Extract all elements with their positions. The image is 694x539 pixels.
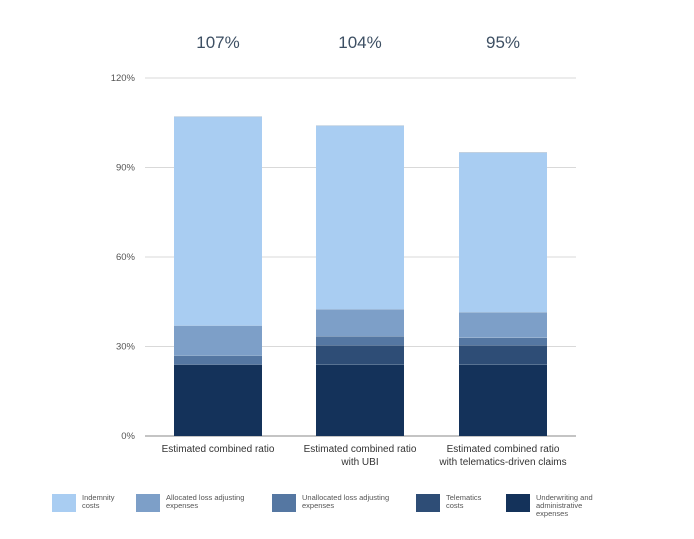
legend: Indemnity costs Allocated loss adjusting ex… (52, 494, 672, 520)
x-tick-label: Estimated combined ratio (304, 444, 417, 455)
bar-segment (316, 345, 404, 365)
y-tick-label: 120% (111, 73, 136, 84)
total-label: 95% (486, 33, 520, 52)
x-tick-label: with UBI (340, 457, 378, 468)
legend-item: Indemnity costs (52, 494, 182, 512)
y-tick-label: 30% (116, 342, 136, 353)
bar-segment (174, 355, 262, 365)
bar-segment (316, 309, 404, 337)
bar-segment (316, 364, 404, 436)
legend-swatch (52, 494, 76, 512)
bar-segment (174, 364, 262, 436)
bar-segment (459, 312, 547, 338)
total-label: 107% (196, 33, 239, 52)
legend-label-line: Underwriting and administrative (536, 493, 593, 510)
legend-item: Unallocated loss adjusting expenses (272, 494, 402, 512)
bar-segment (316, 336, 404, 346)
bar-segment (459, 337, 547, 346)
y-tick-label: 60% (116, 252, 136, 263)
legend-label: Unallocated loss adjusting expenses (302, 494, 402, 510)
bar-segment (459, 364, 547, 436)
legend-label-line: expenses (536, 509, 569, 518)
bar-segment (459, 345, 547, 365)
legend-label: Underwriting and administrative expenses (536, 494, 636, 518)
bar-segment (174, 116, 262, 326)
legend-label-line: Allocated loss adjusting (166, 493, 245, 502)
y-tick-label: 90% (116, 163, 136, 174)
legend-swatch (272, 494, 296, 512)
legend-label: Indemnity costs (82, 494, 182, 510)
legend-label-line: Indemnity (82, 493, 115, 502)
x-tick-label: Estimated combined ratio (162, 444, 275, 455)
legend-item: Allocated loss adjusting expenses (136, 494, 266, 512)
bar-segment (459, 152, 547, 313)
legend-label-line: Unallocated loss adjusting (302, 493, 390, 502)
legend-item: Underwriting and administrative expenses (506, 494, 636, 518)
total-label: 104% (338, 33, 381, 52)
legend-label: Telematics costs (446, 494, 546, 510)
legend-label-line: costs (446, 501, 464, 510)
legend-label-line: costs (82, 501, 100, 510)
legend-swatch (136, 494, 160, 512)
bar-segment (316, 125, 404, 310)
legend-label-line: expenses (166, 501, 199, 510)
x-tick-label: Estimated combined ratio (447, 444, 560, 455)
legend-swatch (506, 494, 530, 512)
y-tick-label: 0% (121, 431, 135, 442)
legend-swatch (416, 494, 440, 512)
legend-item: Telematics costs (416, 494, 546, 512)
x-tick-label: with telematics-driven claims (438, 457, 566, 468)
legend-label-line: expenses (302, 501, 335, 510)
bar-segment (174, 325, 262, 356)
legend-label-line: Telematics (446, 493, 482, 502)
legend-label: Allocated loss adjusting expenses (166, 494, 266, 510)
